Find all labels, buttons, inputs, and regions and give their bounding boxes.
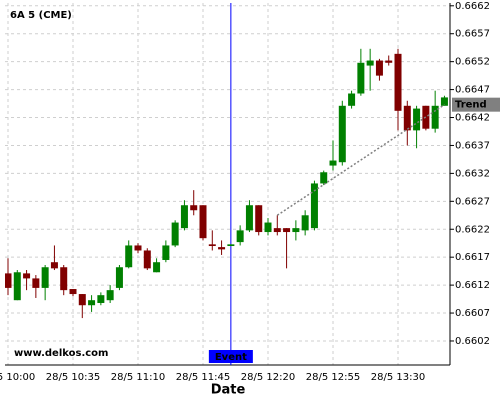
candle-body bbox=[394, 53, 402, 111]
chart-title: 6A 5 (CME) bbox=[10, 10, 72, 21]
candle-body bbox=[180, 205, 188, 229]
candle-body bbox=[143, 250, 151, 269]
candle-body bbox=[440, 97, 448, 106]
y-tick-label: 0.6662 bbox=[455, 1, 490, 12]
candle-body bbox=[106, 290, 114, 301]
candle-body bbox=[348, 93, 356, 106]
candle-body bbox=[134, 245, 142, 251]
x-tick-label: 28/5 11:10 bbox=[111, 372, 165, 383]
y-tick-label: 0.6617 bbox=[455, 252, 490, 263]
candle-body bbox=[236, 230, 244, 243]
candle-body bbox=[366, 60, 374, 66]
candle-body bbox=[245, 205, 253, 231]
candle-body bbox=[208, 244, 216, 247]
candle-body bbox=[69, 289, 77, 295]
candle-body bbox=[171, 222, 179, 246]
x-tick-label: 28/5 13:30 bbox=[371, 372, 425, 383]
y-tick-label: 0.6622 bbox=[455, 224, 490, 235]
candle-body bbox=[273, 228, 281, 233]
candle-body bbox=[125, 245, 133, 268]
candle-body bbox=[431, 105, 439, 129]
event-label-box bbox=[208, 350, 253, 363]
x-tick-label: 28/5 10:00 bbox=[0, 372, 35, 383]
candle-body bbox=[60, 267, 68, 291]
candle-body bbox=[218, 247, 226, 250]
x-tick-label: 28/5 11:45 bbox=[176, 372, 230, 383]
candle-body bbox=[227, 244, 235, 247]
candle-body bbox=[115, 267, 123, 288]
y-tick-label: 0.6657 bbox=[455, 29, 490, 40]
candle-body bbox=[97, 295, 105, 303]
x-tick-label: 28/5 10:35 bbox=[46, 372, 100, 383]
x-axis-label: Date bbox=[211, 383, 246, 398]
candle-body bbox=[50, 262, 58, 269]
watermark: www.delkos.com bbox=[14, 348, 108, 359]
y-tick-label: 0.6627 bbox=[455, 196, 490, 207]
y-tick-label: 0.6607 bbox=[455, 308, 490, 319]
y-tick-label: 0.6602 bbox=[455, 336, 490, 347]
trend-label: Trend bbox=[455, 100, 487, 111]
candle-body bbox=[255, 205, 263, 233]
candle-body bbox=[320, 172, 328, 184]
candle-body bbox=[357, 62, 365, 94]
y-tick-label: 0.6652 bbox=[455, 57, 490, 68]
candle-body bbox=[301, 215, 309, 231]
candle-body bbox=[422, 105, 430, 129]
y-tick-label: 0.6612 bbox=[455, 280, 490, 291]
candle-body bbox=[23, 273, 31, 279]
candle-body bbox=[162, 245, 170, 260]
candle-body bbox=[385, 60, 393, 63]
candle-body bbox=[375, 60, 383, 76]
candle-body bbox=[283, 228, 291, 233]
candle-body bbox=[41, 267, 49, 288]
plot bbox=[5, 3, 448, 365]
y-tick-label: 0.6637 bbox=[455, 140, 490, 151]
candle-body bbox=[190, 205, 198, 211]
candle-body bbox=[153, 262, 161, 273]
candle-body bbox=[292, 228, 300, 233]
y-tick-label: 0.6647 bbox=[455, 85, 490, 96]
candle-body bbox=[329, 160, 337, 166]
candle-body bbox=[310, 183, 318, 229]
candle-body bbox=[413, 108, 421, 131]
candle-body bbox=[88, 300, 96, 306]
event-label: Event bbox=[215, 352, 247, 363]
trend-line bbox=[276, 104, 445, 216]
y-tick-label: 0.6632 bbox=[455, 168, 490, 179]
candle-body bbox=[32, 278, 40, 288]
candle-body bbox=[403, 105, 411, 131]
candle-body bbox=[264, 222, 272, 233]
candle-body bbox=[13, 272, 21, 301]
candle-body bbox=[78, 294, 86, 306]
x-tick-label: 28/5 12:20 bbox=[241, 372, 295, 383]
candle-body bbox=[199, 205, 207, 239]
candle-body bbox=[5, 273, 12, 288]
candle-body bbox=[338, 105, 346, 163]
trend-label-box bbox=[452, 97, 500, 112]
x-tick-label: 28/5 12:55 bbox=[306, 372, 360, 383]
y-tick-label: 0.6642 bbox=[455, 113, 490, 124]
